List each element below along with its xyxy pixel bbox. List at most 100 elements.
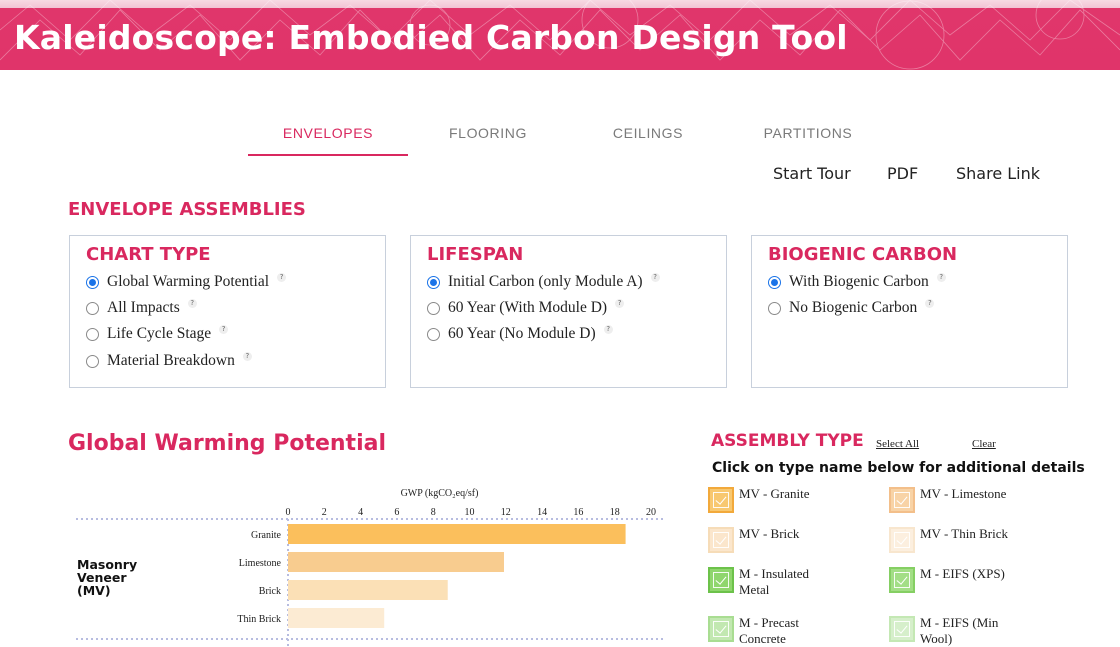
x-tick-label: 4 [358, 507, 363, 518]
option-label: 60 Year (With Module D) [448, 299, 608, 316]
check-icon [894, 532, 910, 548]
clear-link[interactable]: Clear [972, 438, 996, 450]
option-label: No Biogenic Carbon [789, 299, 918, 316]
assembly-item[interactable]: M - EIFS (Min Wool) [889, 615, 1020, 647]
option-life-cycle-stage[interactable]: Life Cycle Stage ? [86, 323, 229, 345]
select-all-link[interactable]: Select All [876, 438, 920, 450]
option-label: With Biogenic Carbon [789, 273, 929, 290]
check-icon [713, 621, 729, 637]
option-all-impacts[interactable]: All Impacts ? [86, 297, 197, 319]
help-icon[interactable]: ? [277, 272, 287, 282]
assembly-item[interactable]: M - EIFS (XPS) [889, 566, 1020, 593]
x-tick-label: 10 [465, 507, 475, 518]
assembly-item[interactable]: MV - Limestone [889, 486, 1020, 513]
check-icon [713, 492, 729, 508]
start-tour-link[interactable]: Start Tour [773, 164, 851, 183]
check-icon [894, 492, 910, 508]
group-label: Masonry [77, 557, 137, 572]
checkbox[interactable] [708, 616, 734, 642]
option-label: Initial Carbon (only Module A) [448, 273, 643, 290]
assembly-label[interactable]: M - EIFS (Min Wool) [920, 615, 999, 646]
bar [288, 524, 626, 544]
assembly-item[interactable]: M - Precast Concrete [708, 615, 839, 647]
biogenic-carbon-title: BIOGENIC CARBON [768, 244, 958, 265]
option-label: All Impacts [107, 299, 180, 316]
radio-button[interactable] [427, 327, 440, 341]
checkbox[interactable] [889, 487, 915, 513]
x-tick-label: 12 [501, 507, 511, 518]
help-icon[interactable]: ? [242, 351, 252, 361]
radio-button[interactable] [427, 275, 440, 289]
pdf-link[interactable]: PDF [887, 164, 919, 183]
category-label: Brick [259, 586, 281, 597]
bar [288, 580, 448, 600]
tab-partitions[interactable]: PARTITIONS [763, 125, 853, 141]
x-tick-label: 0 [286, 507, 291, 518]
help-icon[interactable]: ? [187, 298, 197, 308]
radio-button[interactable] [86, 301, 99, 315]
option-material-breakdown[interactable]: Material Breakdown ? [86, 350, 252, 372]
option-60-year-no-module-d[interactable]: 60 Year (No Module D) ? [427, 323, 613, 345]
option-60-year-with-module-d[interactable]: 60 Year (With Module D) ? [427, 297, 625, 319]
help-icon[interactable]: ? [219, 324, 229, 334]
assembly-label[interactable]: M - EIFS (XPS) [920, 566, 1005, 581]
help-icon[interactable]: ? [925, 298, 935, 308]
lifespan-panel: LIFESPAN Initial Carbon (only Module A) … [410, 235, 727, 388]
checkbox[interactable] [889, 527, 915, 553]
biogenic-carbon-panel: BIOGENIC CARBON With Biogenic Carbon ? N… [751, 235, 1068, 388]
radio-button[interactable] [86, 354, 99, 368]
x-axis-label: GWP (kgCO₂eq/sf) [401, 488, 479, 499]
assembly-label[interactable]: MV - Brick [739, 526, 800, 541]
bar [288, 552, 504, 572]
category-label: Granite [251, 530, 282, 541]
assembly-item[interactable]: MV - Brick [708, 526, 839, 553]
assembly-label[interactable]: MV - Limestone [920, 486, 1007, 501]
gwp-chart: GWP (kgCO₂eq/sf) 0 2 4 6 8 10 12 14 16 18 20 Granite… [68, 480, 668, 647]
radio-button[interactable] [86, 327, 99, 341]
assembly-item[interactable]: MV - Granite [708, 486, 839, 513]
check-icon [713, 572, 729, 588]
assembly-type-title: ASSEMBLY TYPE [711, 431, 864, 451]
option-global-warming-potential[interactable]: Global Warming Potential ? [86, 271, 287, 293]
x-tick-label: 14 [537, 507, 547, 518]
header-banner: Kaleidoscope: Embodied Carbon Design Too… [0, 0, 1120, 70]
tab-flooring[interactable]: FLOORING [449, 125, 527, 141]
assembly-label[interactable]: MV - Thin Brick [920, 526, 1008, 541]
check-icon [894, 621, 910, 637]
category-label: Thin Brick [237, 614, 281, 625]
checkbox[interactable] [708, 567, 734, 593]
checkbox[interactable] [889, 567, 915, 593]
bar [288, 608, 385, 628]
radio-button[interactable] [86, 275, 99, 289]
category-label: Limestone [239, 558, 282, 569]
group-label: (MV) [77, 583, 111, 598]
checkbox[interactable] [708, 527, 734, 553]
assembly-label[interactable]: M - Insulated Metal [739, 566, 810, 597]
x-tick-label: 18 [610, 507, 620, 518]
help-icon[interactable]: ? [650, 272, 660, 282]
option-with-biogenic-carbon[interactable]: With Biogenic Carbon ? [768, 271, 946, 293]
option-initial-carbon[interactable]: Initial Carbon (only Module A) ? [427, 271, 660, 293]
tab-ceilings[interactable]: CEILINGS [612, 125, 684, 141]
x-tick-label: 6 [394, 507, 399, 518]
radio-button[interactable] [768, 301, 781, 315]
help-icon[interactable]: ? [603, 324, 613, 334]
option-no-biogenic-carbon[interactable]: No Biogenic Carbon ? [768, 297, 935, 319]
option-label: Material Breakdown [107, 352, 235, 369]
section-title: ENVELOPE ASSEMBLIES [68, 199, 306, 220]
assembly-label[interactable]: M - Precast Concrete [739, 615, 799, 646]
x-tick-label: 2 [322, 507, 327, 518]
checkbox[interactable] [889, 616, 915, 642]
assembly-label[interactable]: MV - Granite [739, 486, 810, 501]
assembly-item[interactable]: M - Insulated Metal [708, 566, 839, 598]
group-label: Veneer [77, 570, 127, 585]
radio-button[interactable] [768, 275, 781, 289]
help-icon[interactable]: ? [615, 298, 625, 308]
tab-envelopes[interactable]: ENVELOPES [248, 116, 408, 156]
checkbox[interactable] [708, 487, 734, 513]
share-link[interactable]: Share Link [956, 164, 1041, 183]
check-icon [894, 572, 910, 588]
help-icon[interactable]: ? [936, 272, 946, 282]
assembly-item[interactable]: MV - Thin Brick [889, 526, 1020, 553]
radio-button[interactable] [427, 301, 440, 315]
